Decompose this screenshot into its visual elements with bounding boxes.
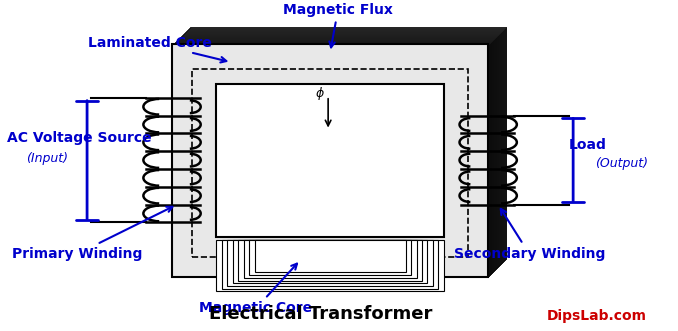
FancyBboxPatch shape (190, 27, 506, 259)
FancyBboxPatch shape (222, 240, 438, 289)
FancyBboxPatch shape (178, 39, 494, 271)
FancyBboxPatch shape (182, 35, 498, 267)
FancyBboxPatch shape (186, 31, 502, 263)
Text: Laminated Core: Laminated Core (88, 35, 226, 63)
FancyBboxPatch shape (172, 44, 488, 277)
FancyBboxPatch shape (180, 37, 496, 269)
FancyBboxPatch shape (216, 84, 443, 237)
FancyBboxPatch shape (179, 38, 495, 270)
FancyBboxPatch shape (185, 32, 501, 264)
FancyBboxPatch shape (173, 43, 489, 276)
Text: Primary Winding: Primary Winding (12, 207, 172, 261)
Text: Load: Load (570, 138, 607, 152)
FancyBboxPatch shape (188, 29, 504, 261)
FancyBboxPatch shape (172, 44, 488, 277)
Text: Magnetic Core: Magnetic Core (199, 263, 313, 315)
FancyBboxPatch shape (243, 240, 416, 278)
Text: (Output): (Output) (595, 157, 648, 169)
FancyBboxPatch shape (227, 240, 433, 286)
FancyBboxPatch shape (249, 240, 411, 275)
Text: AC Voltage Source: AC Voltage Source (7, 131, 152, 145)
FancyBboxPatch shape (184, 33, 500, 265)
FancyBboxPatch shape (176, 40, 492, 273)
Text: (Input): (Input) (26, 152, 68, 165)
Text: DipsLab.com: DipsLab.com (546, 309, 646, 323)
FancyBboxPatch shape (175, 41, 491, 274)
Text: Magnetic Flux: Magnetic Flux (283, 3, 393, 47)
FancyBboxPatch shape (238, 240, 422, 281)
FancyBboxPatch shape (181, 36, 497, 268)
FancyBboxPatch shape (187, 30, 503, 262)
FancyBboxPatch shape (254, 240, 405, 272)
FancyBboxPatch shape (177, 40, 493, 272)
FancyBboxPatch shape (174, 42, 490, 275)
Text: Electrical Transformer: Electrical Transformer (209, 305, 432, 323)
Text: $\phi$: $\phi$ (315, 85, 325, 102)
FancyBboxPatch shape (183, 34, 499, 266)
Text: Secondary Winding: Secondary Winding (454, 209, 605, 261)
FancyBboxPatch shape (189, 28, 505, 260)
FancyBboxPatch shape (233, 240, 427, 283)
FancyBboxPatch shape (216, 240, 443, 292)
